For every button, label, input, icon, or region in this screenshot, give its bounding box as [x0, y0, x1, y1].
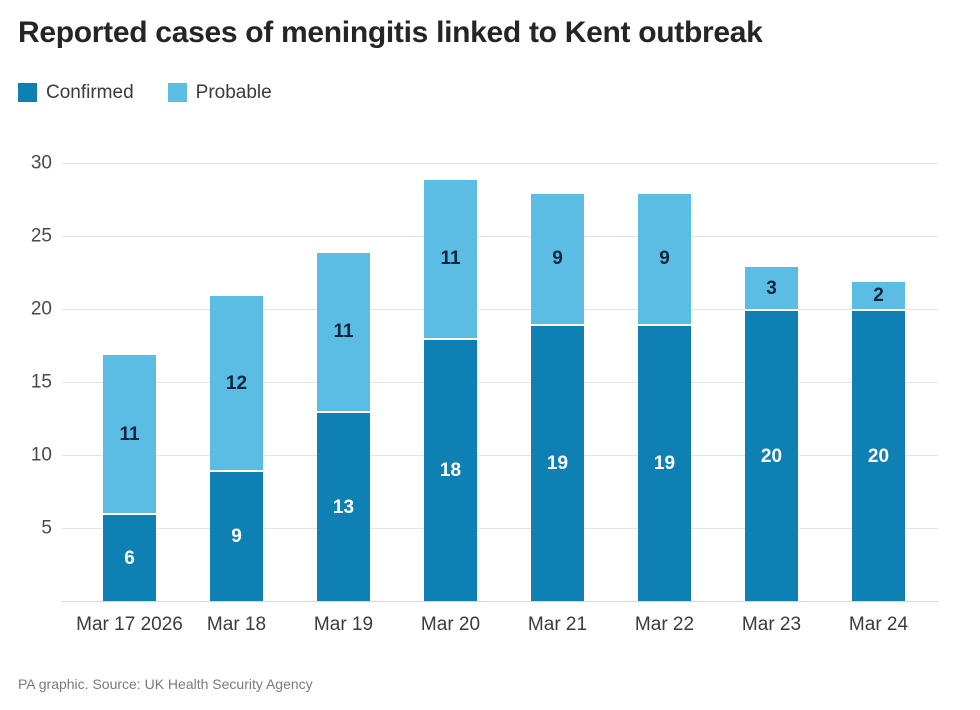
x-tick-label: Mar 20: [420, 614, 481, 635]
y-tick-label: 10: [30, 444, 52, 466]
bar-segment-probable[interactable]: 11: [424, 177, 477, 339]
x-tick-label: Mar 19: [313, 614, 374, 635]
bar-segment-confirmed[interactable]: 18: [424, 338, 477, 601]
bar-group[interactable]: 19 9: [531, 192, 584, 601]
y-tick-label: 30: [30, 152, 52, 174]
chart-legend: Confirmed Probable: [18, 83, 272, 102]
y-gridlines: [62, 0, 938, 710]
square-swatch-icon: [167, 83, 187, 102]
gridline: [62, 309, 938, 310]
gridline: [62, 163, 938, 164]
bar-segment-probable[interactable]: 9: [531, 192, 584, 324]
bar-group[interactable]: 19 9: [638, 192, 691, 601]
bar-group[interactable]: 20 3: [745, 265, 798, 601]
legend-label-confirmed: Confirmed: [46, 82, 134, 103]
gridline: [62, 455, 938, 456]
bar-group[interactable]: 18 11: [424, 177, 477, 601]
x-tick-label: Mar 22: [634, 614, 695, 635]
bar-segment-confirmed[interactable]: 20: [745, 309, 798, 601]
gridline: [62, 382, 938, 383]
bar-segment-confirmed[interactable]: 19: [531, 323, 584, 601]
legend-label-probable: Probable: [195, 82, 272, 103]
gridline: [62, 528, 938, 529]
y-tick-label: 25: [30, 225, 52, 247]
source-caption: PA graphic. Source: UK Health Security A…: [18, 676, 313, 692]
y-tick-label: 15: [30, 371, 52, 393]
x-tick-label: Mar 18: [206, 614, 267, 635]
bar-group[interactable]: 6 11: [103, 352, 156, 601]
legend-item-probable[interactable]: Probable: [167, 82, 272, 103]
x-tick-label: Mar 24: [848, 614, 909, 635]
bar-segment-confirmed[interactable]: 13: [317, 411, 370, 601]
y-tick-label: 5: [41, 517, 52, 539]
square-swatch-icon: [18, 83, 37, 102]
x-tick-label: Mar 17 2026: [76, 614, 183, 635]
legend-item-confirmed[interactable]: Confirmed: [18, 83, 134, 102]
y-tick-label: 20: [30, 298, 52, 320]
bar-segment-probable[interactable]: 2: [852, 279, 905, 309]
x-axis-baseline: [62, 601, 938, 602]
y-axis-tick-labels: 5 10 15 20 25 30: [0, 0, 52, 710]
bar-segment-confirmed[interactable]: 9: [210, 469, 263, 601]
x-tick-label: Mar 23: [741, 614, 802, 635]
page-title: Reported cases of meningitis linked to K…: [18, 16, 763, 49]
gridline: [62, 236, 938, 237]
bar-segment-probable[interactable]: 9: [638, 192, 691, 324]
x-tick-label: Mar 21: [527, 614, 588, 635]
